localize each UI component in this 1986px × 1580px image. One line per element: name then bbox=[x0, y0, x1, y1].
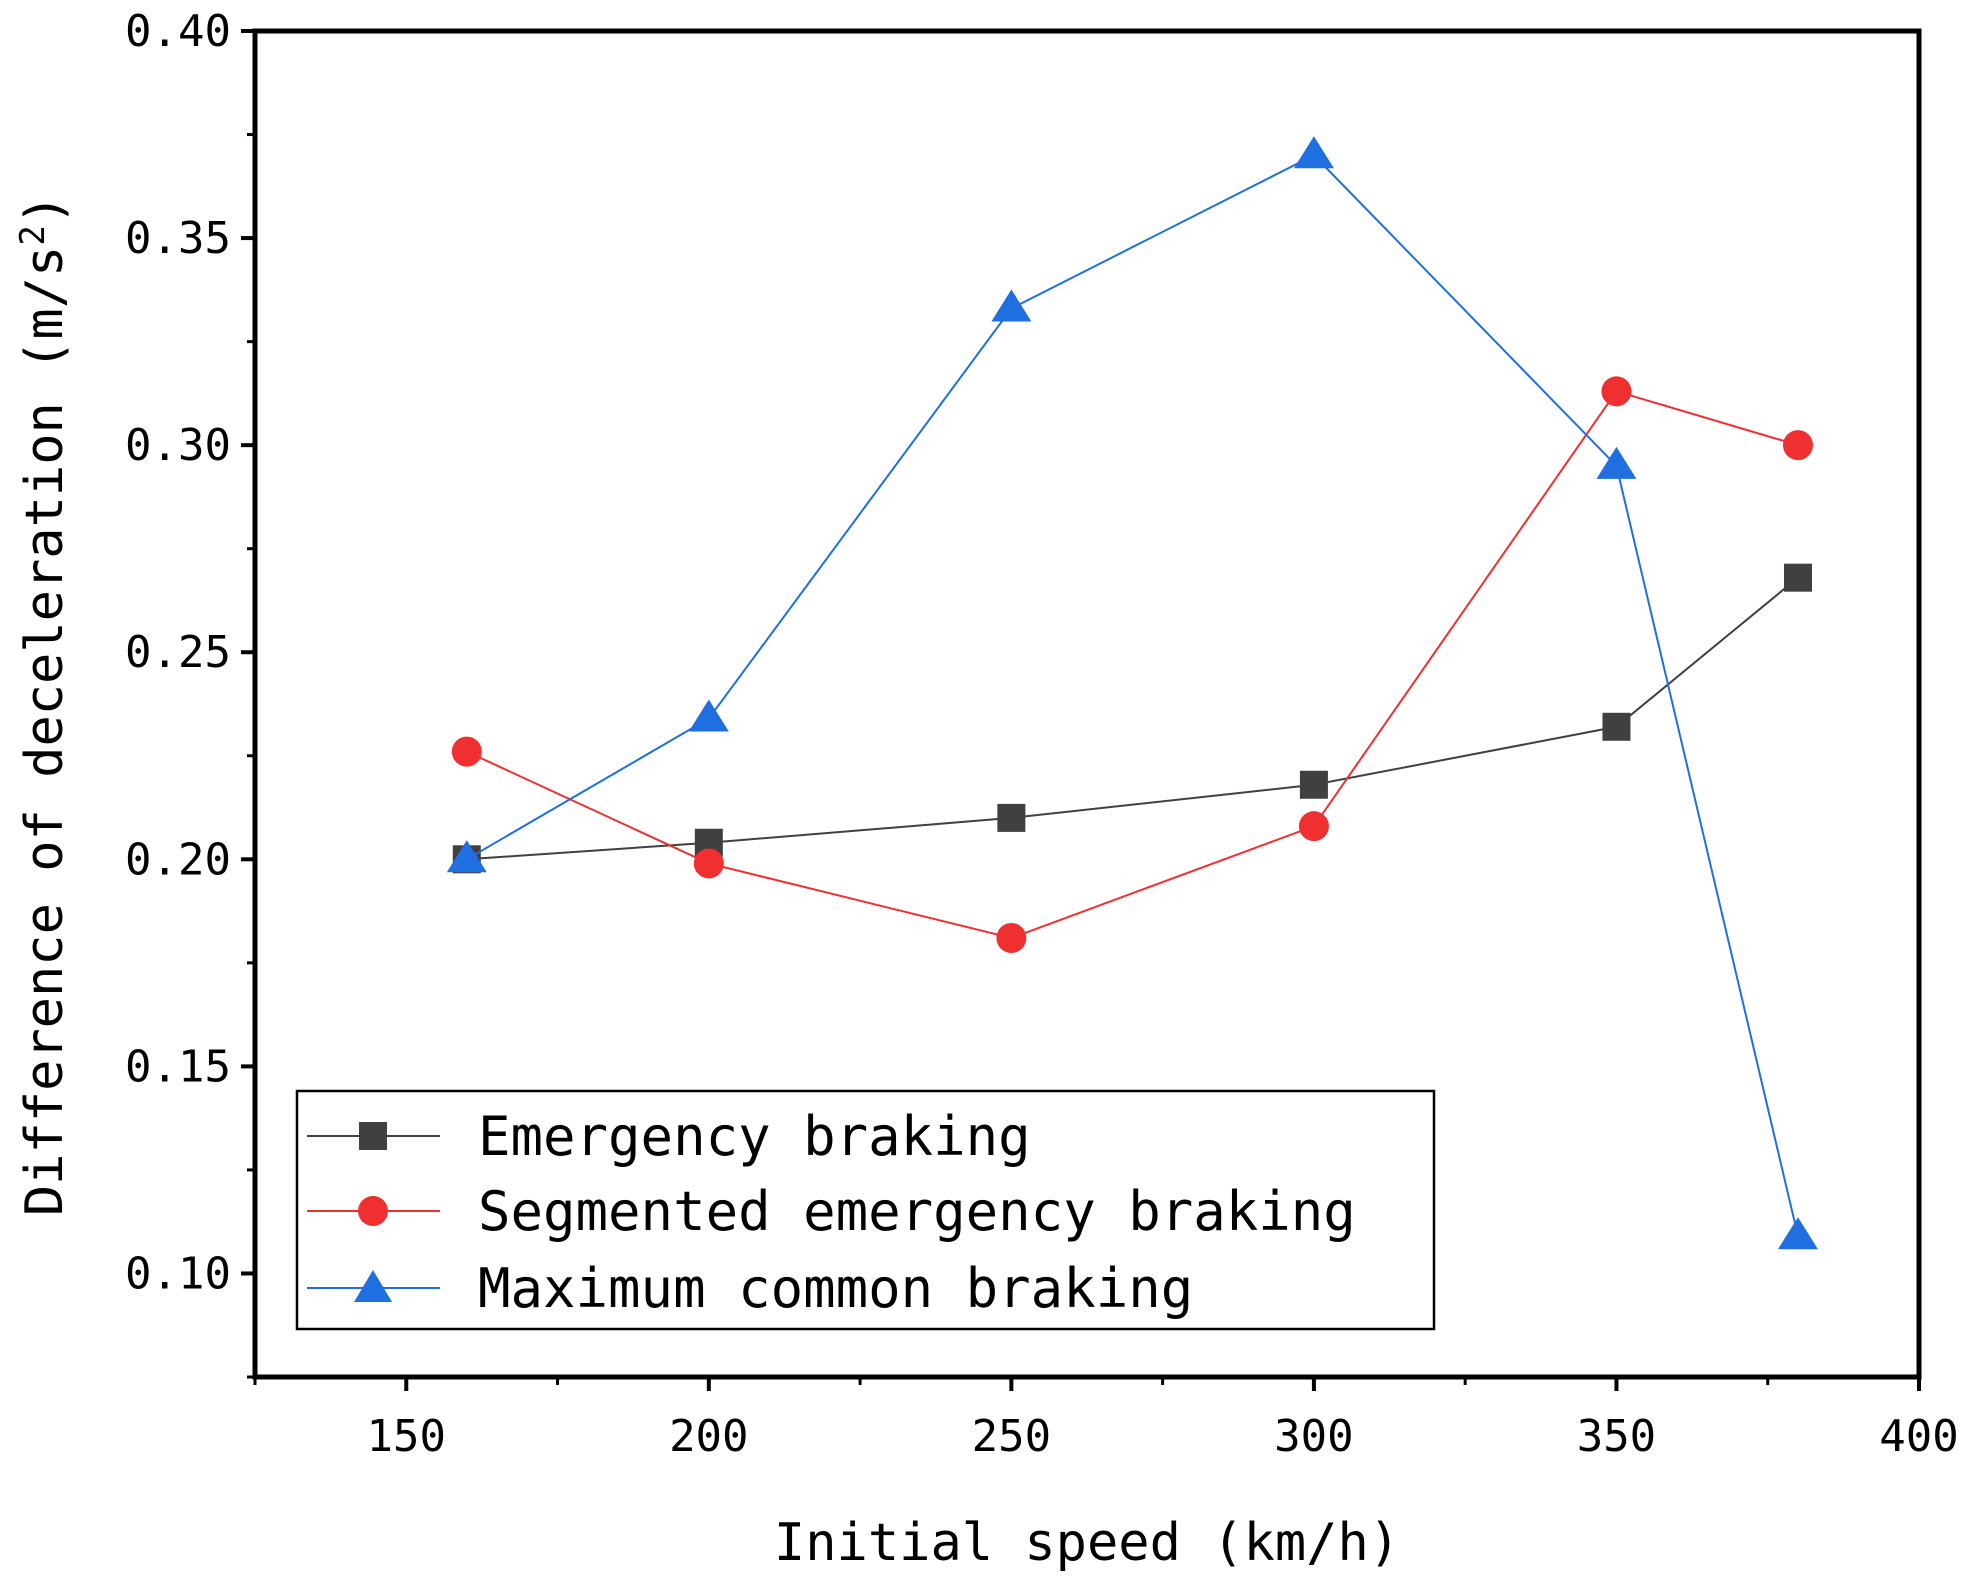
series-line-1 bbox=[466, 576, 1799, 861]
legend-marker-triangle bbox=[354, 1270, 392, 1302]
legend-item-emergency: Emergency braking bbox=[307, 1105, 1031, 1168]
x-axis-title: Initial speed (km/h) bbox=[774, 1513, 1400, 1573]
legend-box bbox=[295, 1089, 1436, 1331]
data-point-s1-3 bbox=[997, 803, 1026, 832]
x-tick-label: 350 bbox=[1577, 1411, 1656, 1462]
series-layer bbox=[446, 136, 1818, 1250]
data-point-s1-6 bbox=[1783, 563, 1812, 592]
y-tick-label: 0.25 bbox=[125, 627, 231, 678]
x-tick-label: 250 bbox=[972, 1411, 1051, 1462]
legend-label-maximum: Maximum common braking bbox=[478, 1257, 1193, 1320]
y-axis: 0.10 0.15 0.20 0.25 0.30 0.35 0.40 bbox=[125, 6, 255, 1379]
x-tick-label: 200 bbox=[669, 1411, 748, 1462]
data-point-s3-5 bbox=[1596, 446, 1637, 479]
data-point-s2-2 bbox=[693, 848, 724, 879]
legend-marker-square bbox=[359, 1122, 387, 1150]
plot-frame bbox=[252, 28, 1922, 1380]
x-tick-label: 300 bbox=[1274, 1411, 1353, 1462]
data-point-s3-1 bbox=[446, 840, 487, 873]
data-point-s2-3 bbox=[996, 922, 1027, 953]
y-tick-label: 0.35 bbox=[125, 213, 231, 264]
data-point-s3-3 bbox=[991, 289, 1032, 322]
y-tick-label: 0.40 bbox=[125, 6, 231, 57]
y-tick-label: 0.15 bbox=[125, 1041, 231, 1092]
y-tick-label: 0.20 bbox=[125, 834, 231, 885]
data-point-s2-4 bbox=[1298, 811, 1329, 842]
x-tick-label: 400 bbox=[1879, 1411, 1958, 1462]
data-point-s2-1 bbox=[451, 736, 482, 767]
data-point-s3-4 bbox=[1293, 136, 1334, 169]
y-axis-title-sup: 2 bbox=[13, 225, 53, 245]
series-line-2 bbox=[466, 390, 1799, 940]
data-point-s2-5 bbox=[1601, 376, 1632, 407]
data-point-s1-5 bbox=[1602, 712, 1631, 741]
x-axis: 150 200 250 300 350 400 bbox=[253, 1377, 1959, 1462]
y-tick-label: 0.30 bbox=[125, 420, 231, 471]
y-axis-title-close: ) bbox=[15, 194, 75, 225]
legend-label-emergency: Emergency braking bbox=[478, 1105, 1031, 1168]
data-point-s2-6 bbox=[1782, 430, 1813, 461]
y-axis-title-main: Difference of deceleration (m/s bbox=[15, 246, 75, 1217]
x-tick-label: 150 bbox=[367, 1411, 446, 1462]
data-point-s3-6 bbox=[1777, 1217, 1818, 1250]
y-axis-title: Difference of deceleration (m/s2) bbox=[13, 194, 75, 1216]
legend: Emergency braking Segmented emergency br… bbox=[295, 1089, 1436, 1331]
data-point-s1-4 bbox=[1299, 770, 1328, 799]
data-point-s3-2 bbox=[688, 699, 729, 732]
legend-marker-circle bbox=[358, 1196, 388, 1226]
legend-label-segmented: Segmented emergency braking bbox=[478, 1180, 1356, 1243]
legend-item-maximum: Maximum common braking bbox=[307, 1257, 1193, 1320]
legend-item-segmented: Segmented emergency braking bbox=[307, 1180, 1356, 1243]
y-tick-label: 0.10 bbox=[125, 1248, 231, 1299]
series-line-3 bbox=[466, 154, 1799, 1237]
